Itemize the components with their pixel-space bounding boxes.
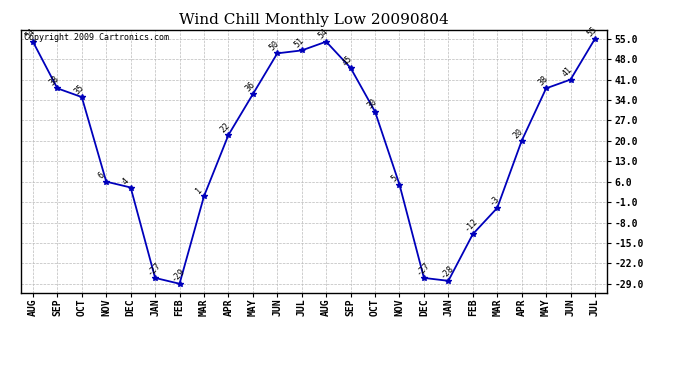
Text: 51: 51 bbox=[292, 36, 306, 50]
Text: 50: 50 bbox=[268, 39, 281, 53]
Text: 30: 30 bbox=[365, 98, 379, 111]
Text: -27: -27 bbox=[414, 260, 431, 277]
Text: 55: 55 bbox=[585, 24, 599, 38]
Text: 6: 6 bbox=[97, 171, 106, 181]
Text: 1: 1 bbox=[195, 186, 204, 195]
Text: 5: 5 bbox=[390, 174, 400, 184]
Text: 54: 54 bbox=[23, 27, 37, 41]
Text: 36: 36 bbox=[243, 80, 257, 93]
Text: -29: -29 bbox=[170, 266, 187, 283]
Text: -28: -28 bbox=[439, 263, 455, 280]
Text: 38: 38 bbox=[48, 74, 61, 87]
Title: Wind Chill Monthly Low 20090804: Wind Chill Monthly Low 20090804 bbox=[179, 13, 448, 27]
Text: 4: 4 bbox=[121, 177, 131, 187]
Text: -12: -12 bbox=[463, 216, 480, 233]
Text: 22: 22 bbox=[219, 121, 232, 134]
Text: 45: 45 bbox=[341, 54, 355, 67]
Text: 41: 41 bbox=[561, 65, 574, 79]
Text: 35: 35 bbox=[72, 83, 86, 96]
Text: -3: -3 bbox=[488, 194, 501, 207]
Text: 54: 54 bbox=[317, 27, 330, 41]
Text: Copyright 2009 Cartronics.com: Copyright 2009 Cartronics.com bbox=[23, 33, 168, 42]
Text: 38: 38 bbox=[536, 74, 550, 87]
Text: -27: -27 bbox=[146, 260, 162, 277]
Text: 20: 20 bbox=[512, 127, 525, 140]
